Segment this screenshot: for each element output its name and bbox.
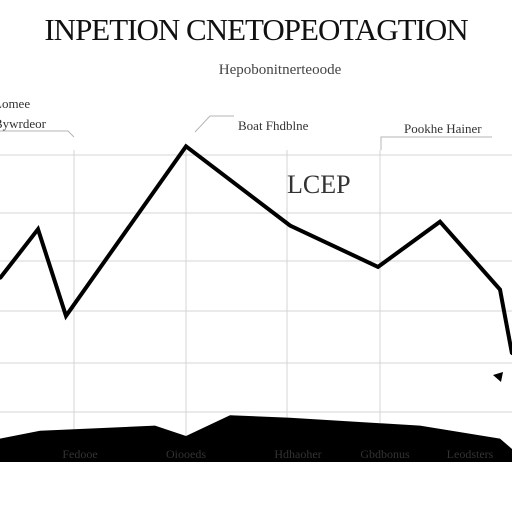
line-point-4	[288, 224, 292, 227]
annotation-left-1: Lomee	[0, 96, 30, 111]
line-point-5	[376, 265, 380, 269]
x-tick-label: Fedooe	[62, 447, 97, 461]
annotation-right-bracket	[380, 136, 492, 150]
chart-title: INPETION CNETOPEOTAGTION	[44, 12, 468, 47]
annotations: Lomee Bywrdeor Boat Fhdblne LCEP Pookhe …	[0, 96, 492, 199]
annotation-right: Pookhe Hainer	[404, 121, 482, 136]
line-series-path	[0, 143, 512, 354]
line-point-1	[36, 227, 40, 231]
line-point-3	[184, 144, 188, 148]
annotation-peak: Boat Fhdblne	[238, 118, 309, 133]
x-tick-label: Oiooeds	[166, 447, 206, 461]
x-tick-label: Gbdbonus	[360, 447, 410, 461]
annotation-left-bracket	[0, 130, 75, 138]
line-point-0	[0, 276, 2, 280]
area-series	[0, 415, 512, 462]
line-series	[0, 143, 512, 382]
x-tick-label: Hdhaoher	[274, 447, 321, 461]
annotation-center: LCEP	[287, 170, 351, 199]
x-tick-label: Leodsters	[447, 447, 494, 461]
area-series-fill	[0, 415, 512, 462]
grid-lines	[0, 150, 512, 440]
annotation-left-2: Bywrdeor	[0, 116, 47, 131]
line-arrowhead	[493, 372, 503, 382]
annotation-peak-leader	[194, 115, 234, 133]
line-point-7	[498, 288, 502, 291]
tick-labels: Fedooe Oiooeds Hdhaoher Gbdbonus Leodsters	[62, 447, 493, 461]
line-point-2	[64, 314, 68, 318]
chart-subtitle: Hepobonitnerteoode	[218, 62, 342, 78]
line-point-6	[438, 220, 442, 224]
